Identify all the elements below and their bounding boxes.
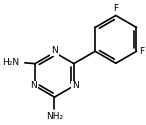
Text: F: F bbox=[113, 4, 118, 13]
Text: NH₂: NH₂ bbox=[46, 112, 63, 121]
Text: H₂N: H₂N bbox=[2, 58, 19, 67]
Text: N: N bbox=[51, 46, 58, 55]
Text: N: N bbox=[72, 81, 79, 90]
Text: F: F bbox=[139, 47, 144, 56]
Text: N: N bbox=[31, 81, 37, 90]
